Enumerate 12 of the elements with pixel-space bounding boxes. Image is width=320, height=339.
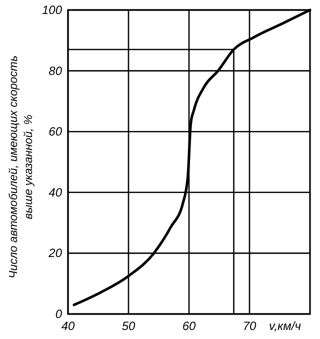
x-tick-label: 60 — [182, 319, 196, 333]
y-tick-label: 20 — [48, 246, 62, 260]
y-tick-label: 100 — [42, 3, 62, 17]
y-tick-label: 80 — [48, 64, 62, 78]
x-tick-label: 50 — [122, 319, 136, 333]
y-tick-label: 40 — [48, 185, 62, 200]
x-tick-label: 70 — [242, 319, 256, 333]
y-tick-label: 0 — [55, 307, 62, 321]
x-axis-title: v,км/ч — [269, 319, 301, 333]
y-axis-title: Число автомобилей, имеющих скорость выше указанной, % — [8, 55, 35, 279]
y-tick-label: 60 — [48, 124, 62, 139]
x-tick-label: 40 — [61, 319, 75, 333]
